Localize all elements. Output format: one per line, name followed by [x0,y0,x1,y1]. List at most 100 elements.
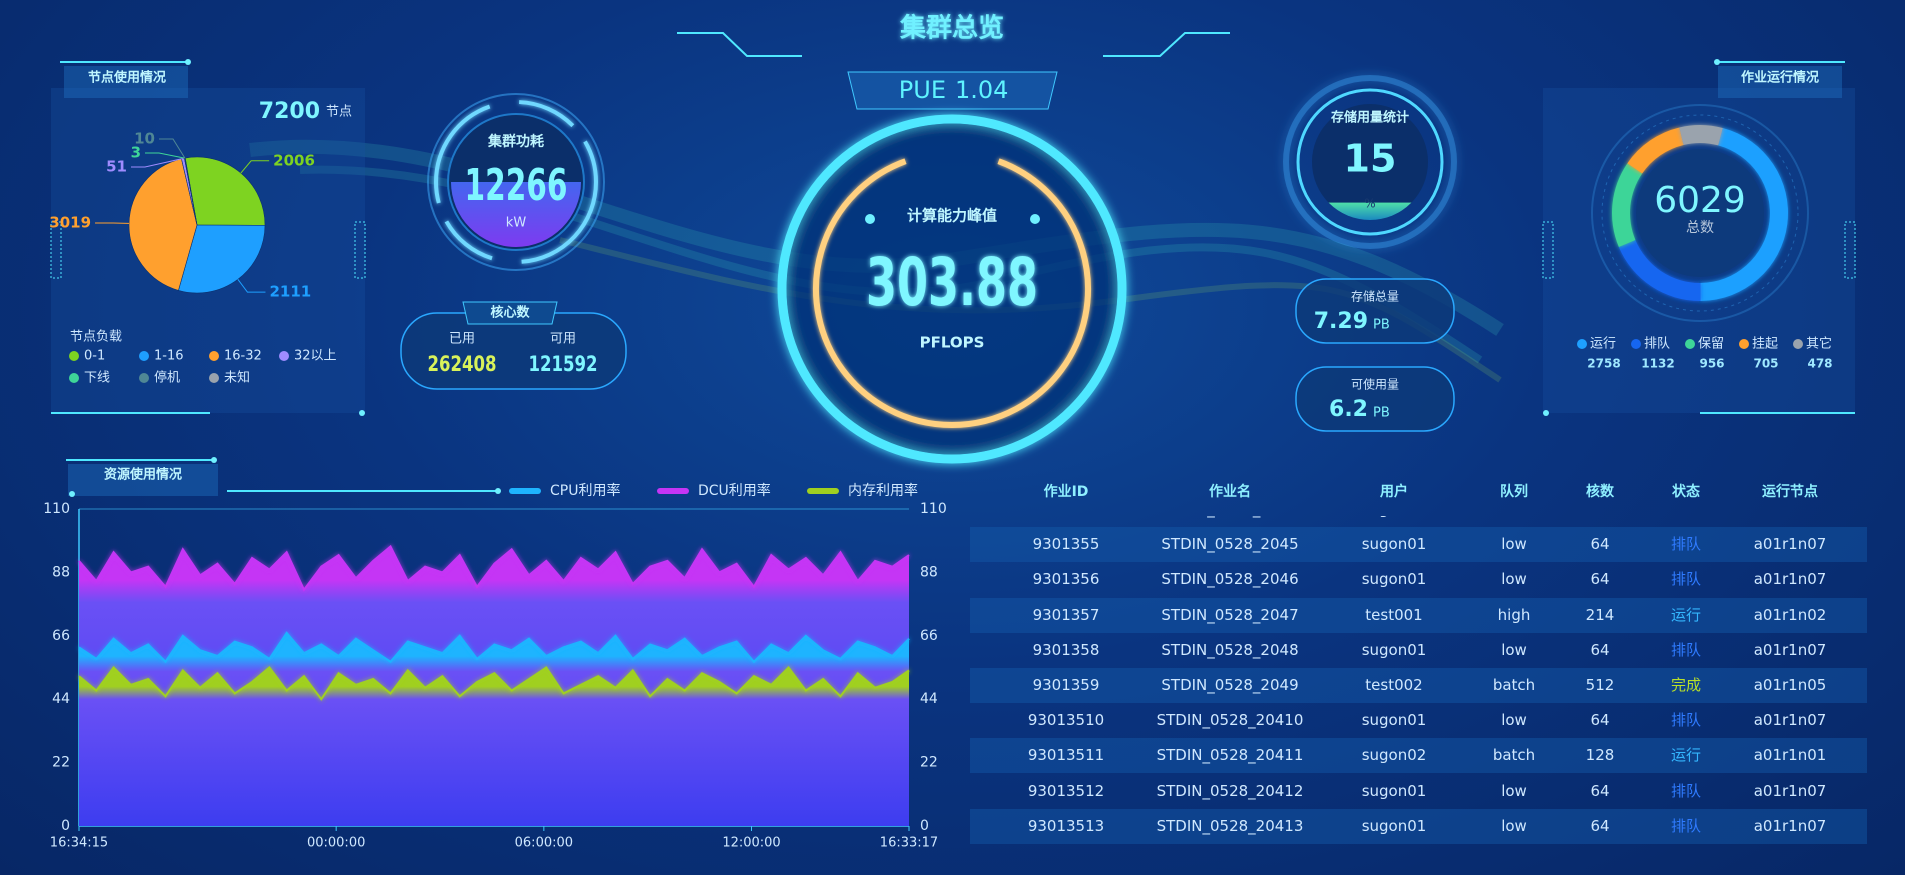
donut-segment [1612,163,1643,247]
y2-tick-label: 44 [920,691,938,707]
legend-dot [69,373,79,383]
gauge-ring [427,93,605,271]
column-header: 状态 [1672,484,1700,500]
column-header: 用户 [1380,484,1408,500]
table-cell: 9301355 [1032,535,1100,554]
table-cell: 9301357 [1032,605,1100,624]
panel-dot [1714,59,1720,65]
table-cell: 排队 [1671,516,1701,527]
cores-free: 121592 [529,352,598,376]
pie-label: 2111 [269,283,311,301]
legend-dot [69,351,79,361]
y2-tick-label: 66 [920,628,938,644]
table-cell: sugon01 [1361,535,1427,554]
legend-label: 停机 [154,370,180,386]
pie-leader [145,152,185,159]
compute-gauge: 计算能力峰值 303.88 PFLOPS [777,114,1127,464]
donut-segment [1627,127,1684,174]
gauge-ring [777,114,1127,464]
table-cell: a01r1n07 [1753,535,1827,554]
legend-dot [1739,339,1749,349]
table-cell: 排队 [1670,535,1702,554]
table-cell: 运行 [1670,605,1702,624]
table-cell: sugon01 [1361,781,1427,800]
panel-tab [1718,66,1842,98]
x-tick-label: 16:34:15 [50,836,108,851]
pie-label: 10 [134,130,155,148]
table-cell: a01r1n07 [1753,570,1827,589]
table-cell: low [1501,570,1527,589]
y-tick-label: 88 [52,564,70,580]
table-cell: sugon01 [1361,816,1427,835]
power-value: 12266 [465,160,568,211]
cores-title: 核心数 [490,305,530,321]
table-cell: STDIN_0528_20411 [1156,746,1304,765]
table-cell: sugon01 [1361,711,1427,730]
donut-face [1636,149,1764,277]
cores-tab [462,301,558,325]
table-cell: 排队 [1670,640,1702,659]
legend-label: 内存利用率 [848,482,918,499]
table-cell: low [1501,781,1527,800]
legend-dot [1631,339,1641,349]
gauge-dot [865,214,875,224]
panel-decor [1542,221,1554,279]
legend-label: 下线 [84,371,110,386]
header: 集群总览 PUE 1.04 [677,13,1230,110]
legend-dot [1577,339,1587,349]
table-cell: low [1501,816,1527,835]
y2-tick-label: 110 [920,501,947,517]
pie-label: 2006 [273,151,315,169]
power-unit: kW [506,216,527,231]
table-cell: 93013512 [1027,781,1105,800]
legend-dot [1793,339,1803,349]
gauge-ring [1296,88,1444,236]
y2-tick-label: 88 [920,564,938,580]
y-tick-label: 22 [52,755,70,771]
table-cell: 93013511 [1027,746,1105,765]
legend-label: 32以上 [294,349,337,364]
legend-value: 705 [1753,357,1778,371]
table-cell: 128 [1585,746,1615,765]
gauge-dot [1030,214,1040,224]
pie-slice [128,158,198,291]
table-cell: test002 [1365,676,1423,694]
x-tick-label: 12:00:00 [722,836,780,851]
table-cell: test001 [1365,605,1423,624]
pue-label: PUE [899,76,946,104]
legend-dot [1685,339,1695,349]
table-cell: a01r1n07 [1753,781,1827,800]
column-header: 核数 [1586,484,1614,500]
pie-label: 3 [131,144,141,162]
table-body: 9301354 STDIN_0528_2044 sugon01 low 64 排队 a01r… [970,516,1867,844]
legend-dot [139,373,149,383]
table-cell: 排队 [1670,781,1702,800]
cores-used-label: 已用 [449,332,475,347]
page-title: 集群总览 [899,13,1004,44]
legend-title: 节点负载 [70,330,122,345]
storage-available: 可使用量 6.2 PB [1295,366,1455,432]
cores-used: 262408 [428,352,497,376]
panel-decor [50,221,62,279]
panel-title: 作业运行情况 [1741,70,1819,86]
legend-label: CPU利用率 [550,482,620,499]
pue-value: 1.04 [955,76,1008,104]
table-cell: STDIN_0528_2047 [1161,605,1299,624]
table-cell: 9301359 [1032,676,1100,694]
table-cell: a01r1n05 [1753,676,1827,694]
x-tick-label: 16:33:17 [880,836,938,851]
legend-value: 1132 [1641,357,1674,371]
storage-total: 存储总量 7.29 PB [1295,278,1455,344]
table-cell: 完成 [1670,676,1702,694]
donut-segment [1618,240,1701,301]
panel-decor [1844,221,1856,279]
column-header: 作业名 [1209,484,1251,500]
donut-decor [1601,114,1799,312]
storage-label: 存储用量统计 [1331,110,1409,126]
pue-box [847,71,1058,110]
series-line [78,544,910,592]
table-cell: STDIN_0528_2046 [1161,570,1299,589]
panel-dot [69,491,75,497]
panel-dot [1543,410,1549,416]
